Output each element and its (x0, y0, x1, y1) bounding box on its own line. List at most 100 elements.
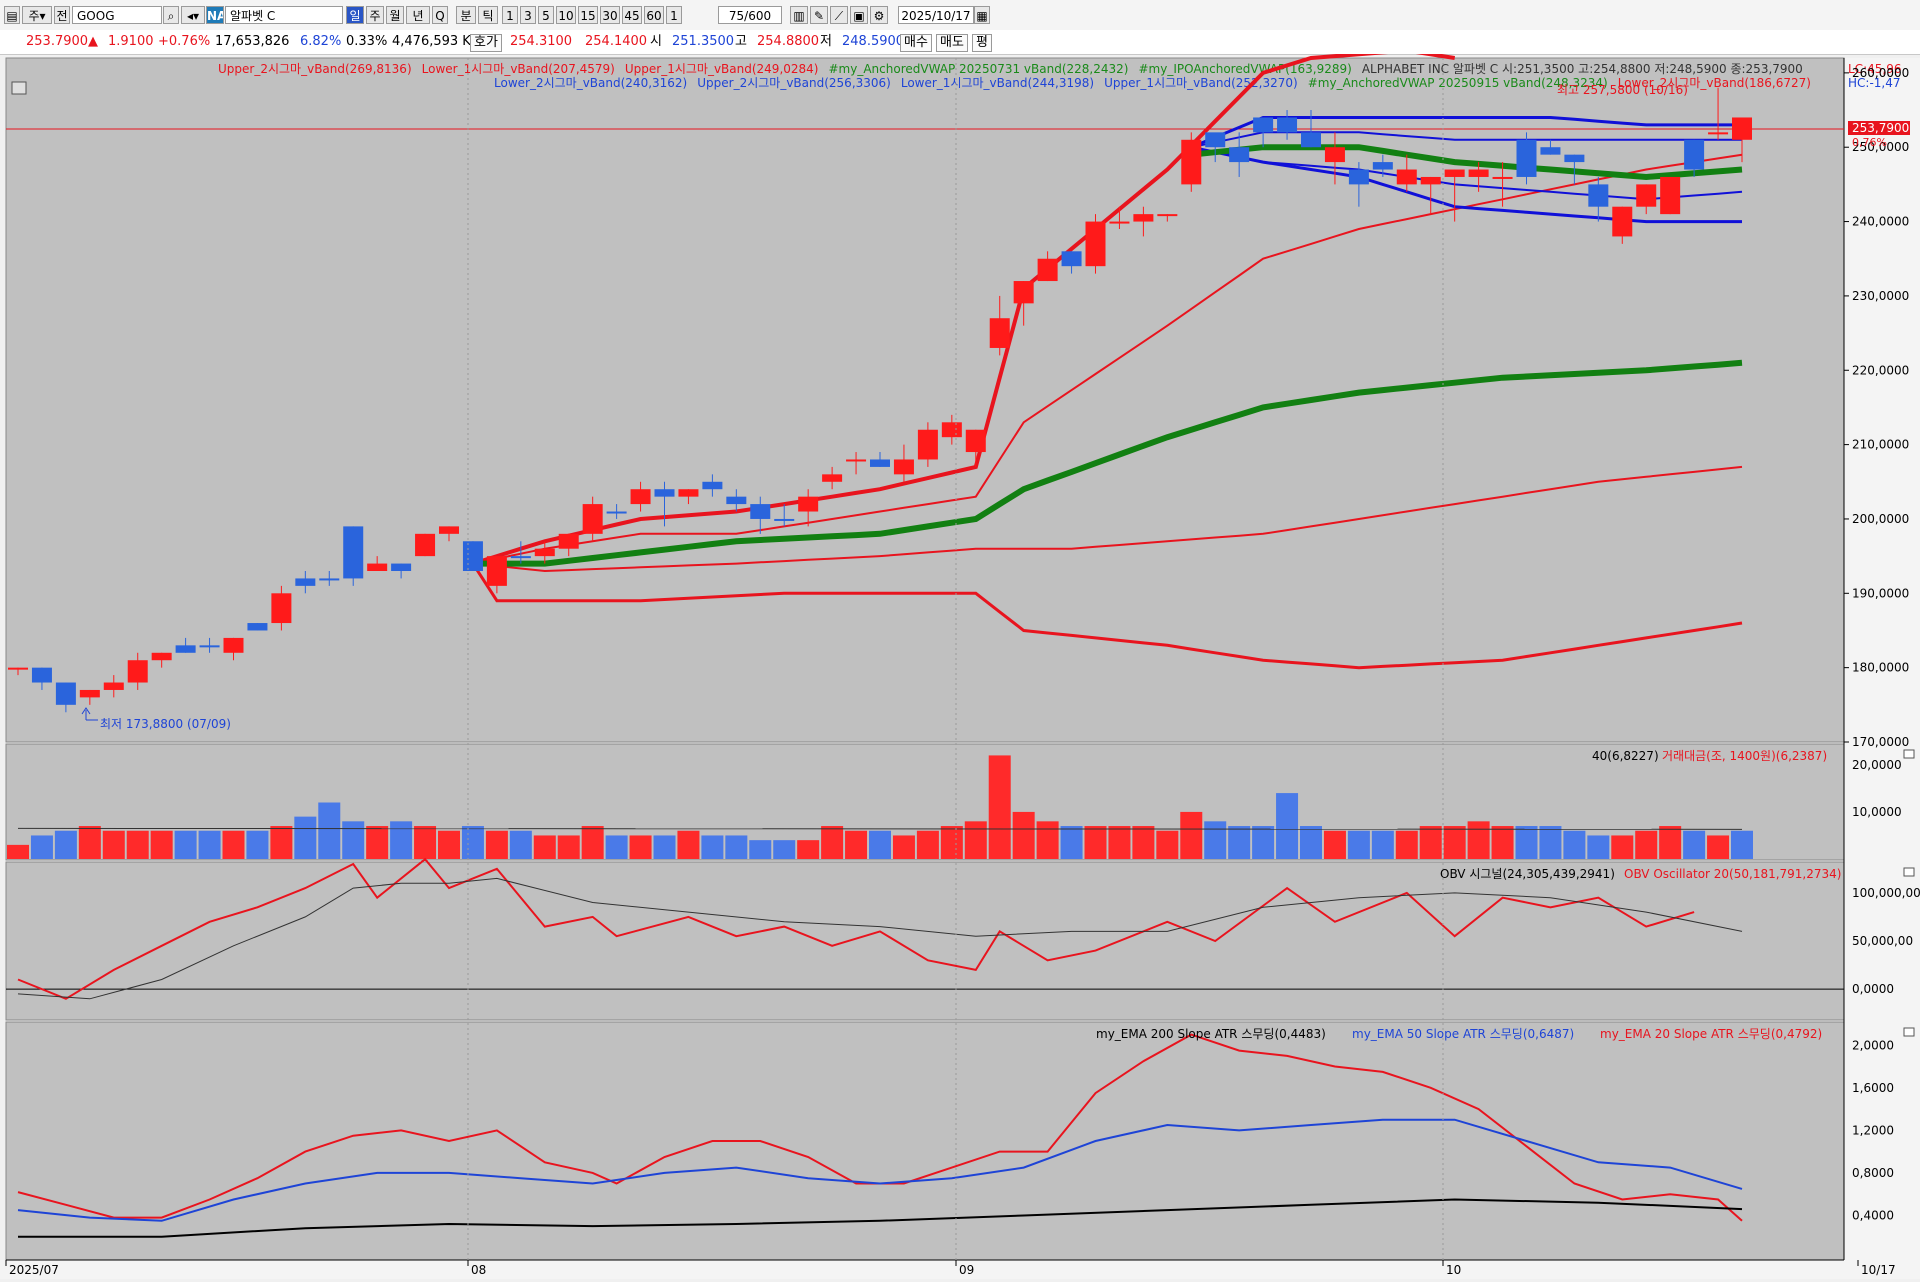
candle-body[interactable] (247, 623, 268, 631)
candle-body[interactable] (439, 526, 459, 534)
candle-body[interactable] (1133, 214, 1154, 222)
candle-body[interactable] (989, 318, 1010, 348)
candle-body[interactable] (1540, 147, 1561, 155)
volume-bar[interactable] (342, 821, 365, 859)
chart-area[interactable]: Upper_2시그마_vBand(269,8136) Lower_1시그마_vBa… (0, 48, 1920, 1279)
volume-bar[interactable] (1635, 830, 1658, 859)
volume-bar[interactable] (438, 830, 460, 859)
volume-bar[interactable] (78, 826, 101, 859)
stock-name-field[interactable]: 알파벳 C (225, 6, 343, 24)
candle-body[interactable] (510, 556, 531, 559)
volume-bar[interactable] (1587, 835, 1610, 859)
candle-body[interactable] (462, 541, 483, 571)
save-icon[interactable]: ▣ (850, 6, 868, 24)
candle-body[interactable] (582, 504, 603, 534)
candle-body[interactable] (415, 533, 436, 557)
candle-body[interactable] (941, 422, 962, 438)
volume-bar[interactable] (797, 840, 820, 859)
candle-body[interactable] (1253, 117, 1274, 133)
candle-body[interactable] (79, 689, 100, 698)
minute-button-1[interactable]: 3 (520, 6, 536, 24)
volume-bar[interactable] (1563, 830, 1586, 859)
volume-bar[interactable] (366, 826, 389, 859)
volume-bar[interactable] (318, 802, 341, 860)
volume-bar[interactable] (1300, 826, 1322, 859)
volume-bar[interactable] (1611, 835, 1634, 859)
volume-bar[interactable] (821, 826, 844, 859)
volume-bar[interactable] (246, 830, 269, 859)
volume-bar[interactable] (1036, 821, 1059, 859)
minute-button-4[interactable]: 15 (578, 6, 598, 24)
candle-body[interactable] (103, 682, 124, 690)
flat-button[interactable]: 평 (972, 34, 992, 52)
candle-body[interactable] (223, 637, 244, 653)
interval-week[interactable]: 주 (366, 6, 384, 24)
volume-bar[interactable] (533, 835, 556, 859)
volume-bar[interactable] (1395, 830, 1418, 859)
volume-bar[interactable] (773, 840, 796, 859)
candle-body[interactable] (271, 593, 292, 624)
gear-icon[interactable]: ⚙ (870, 6, 888, 24)
candle-body[interactable] (151, 652, 172, 661)
candle-body[interactable] (1037, 258, 1058, 282)
candle-body[interactable] (1588, 184, 1609, 207)
candle-body[interactable] (965, 429, 986, 453)
candle-body[interactable] (1468, 169, 1489, 177)
calendar-icon[interactable]: ▦ (974, 6, 990, 24)
volume-bar[interactable] (701, 835, 724, 859)
candle-body[interactable] (822, 474, 843, 482)
panel-menu-icon[interactable] (11, 81, 27, 95)
candle-body[interactable] (1684, 139, 1705, 170)
candle-body[interactable] (1061, 251, 1082, 267)
candle-body[interactable] (1348, 169, 1369, 185)
obv-collapse-icon[interactable] (1903, 867, 1915, 877)
volume-bar[interactable] (1419, 826, 1442, 859)
candle-body[interactable] (1157, 214, 1178, 217)
volume-bar[interactable] (1060, 826, 1083, 859)
volume-bar[interactable] (294, 816, 317, 859)
candle-body[interactable] (1181, 139, 1202, 185)
line-icon[interactable]: ⟋ (830, 6, 848, 24)
candle-body[interactable] (1301, 132, 1321, 148)
interval-quarter[interactable]: Q (432, 6, 448, 24)
volume-bar[interactable] (1228, 826, 1251, 859)
search-icon[interactable]: ⌕ (163, 6, 179, 24)
code-input[interactable]: GOOG (72, 6, 162, 24)
volume-bar[interactable] (1371, 830, 1394, 859)
interval-minute[interactable]: 분 (456, 6, 476, 24)
candle-body[interactable] (1492, 176, 1513, 179)
volume-bar[interactable] (1539, 826, 1562, 859)
candle-body[interactable] (199, 645, 220, 648)
candle-body[interactable] (893, 459, 914, 475)
candle-body[interactable] (391, 563, 412, 571)
volume-bar[interactable] (30, 835, 53, 859)
volume-bar[interactable] (1276, 793, 1299, 859)
candle-body[interactable] (175, 645, 196, 653)
candle-body[interactable] (1013, 281, 1034, 304)
volume-bar[interactable] (940, 826, 963, 859)
minute-button-0[interactable]: 1 (502, 6, 518, 24)
volume-bar[interactable] (222, 830, 245, 859)
period-button-prev[interactable]: 전 (54, 6, 70, 24)
candle-body[interactable] (1444, 169, 1465, 177)
candle-body[interactable] (1660, 176, 1681, 215)
volume-bar[interactable] (1491, 826, 1514, 859)
candle-body[interactable] (1205, 132, 1226, 148)
minute-button-2[interactable]: 5 (538, 6, 554, 24)
volume-bar[interactable] (54, 830, 77, 859)
minute-button-3[interactable]: 10 (556, 6, 576, 24)
volume-icon[interactable]: ◂▾ (181, 6, 205, 24)
date-field[interactable]: 2025/10/17 (898, 6, 974, 24)
candle-body[interactable] (367, 563, 388, 571)
volume-bar[interactable] (964, 821, 987, 859)
volume-bar[interactable] (892, 835, 915, 859)
draw-icon[interactable]: ✎ (810, 6, 828, 24)
price-panel[interactable] (5, 57, 1845, 743)
volume-bar[interactable] (1132, 826, 1155, 859)
volume-bar[interactable] (102, 830, 125, 859)
interval-tick[interactable]: 틱 (478, 6, 498, 24)
volume-collapse-icon[interactable] (1903, 749, 1915, 759)
candle-body[interactable] (750, 504, 771, 519)
volume-bar[interactable] (414, 826, 437, 859)
candle-body[interactable] (702, 481, 723, 490)
